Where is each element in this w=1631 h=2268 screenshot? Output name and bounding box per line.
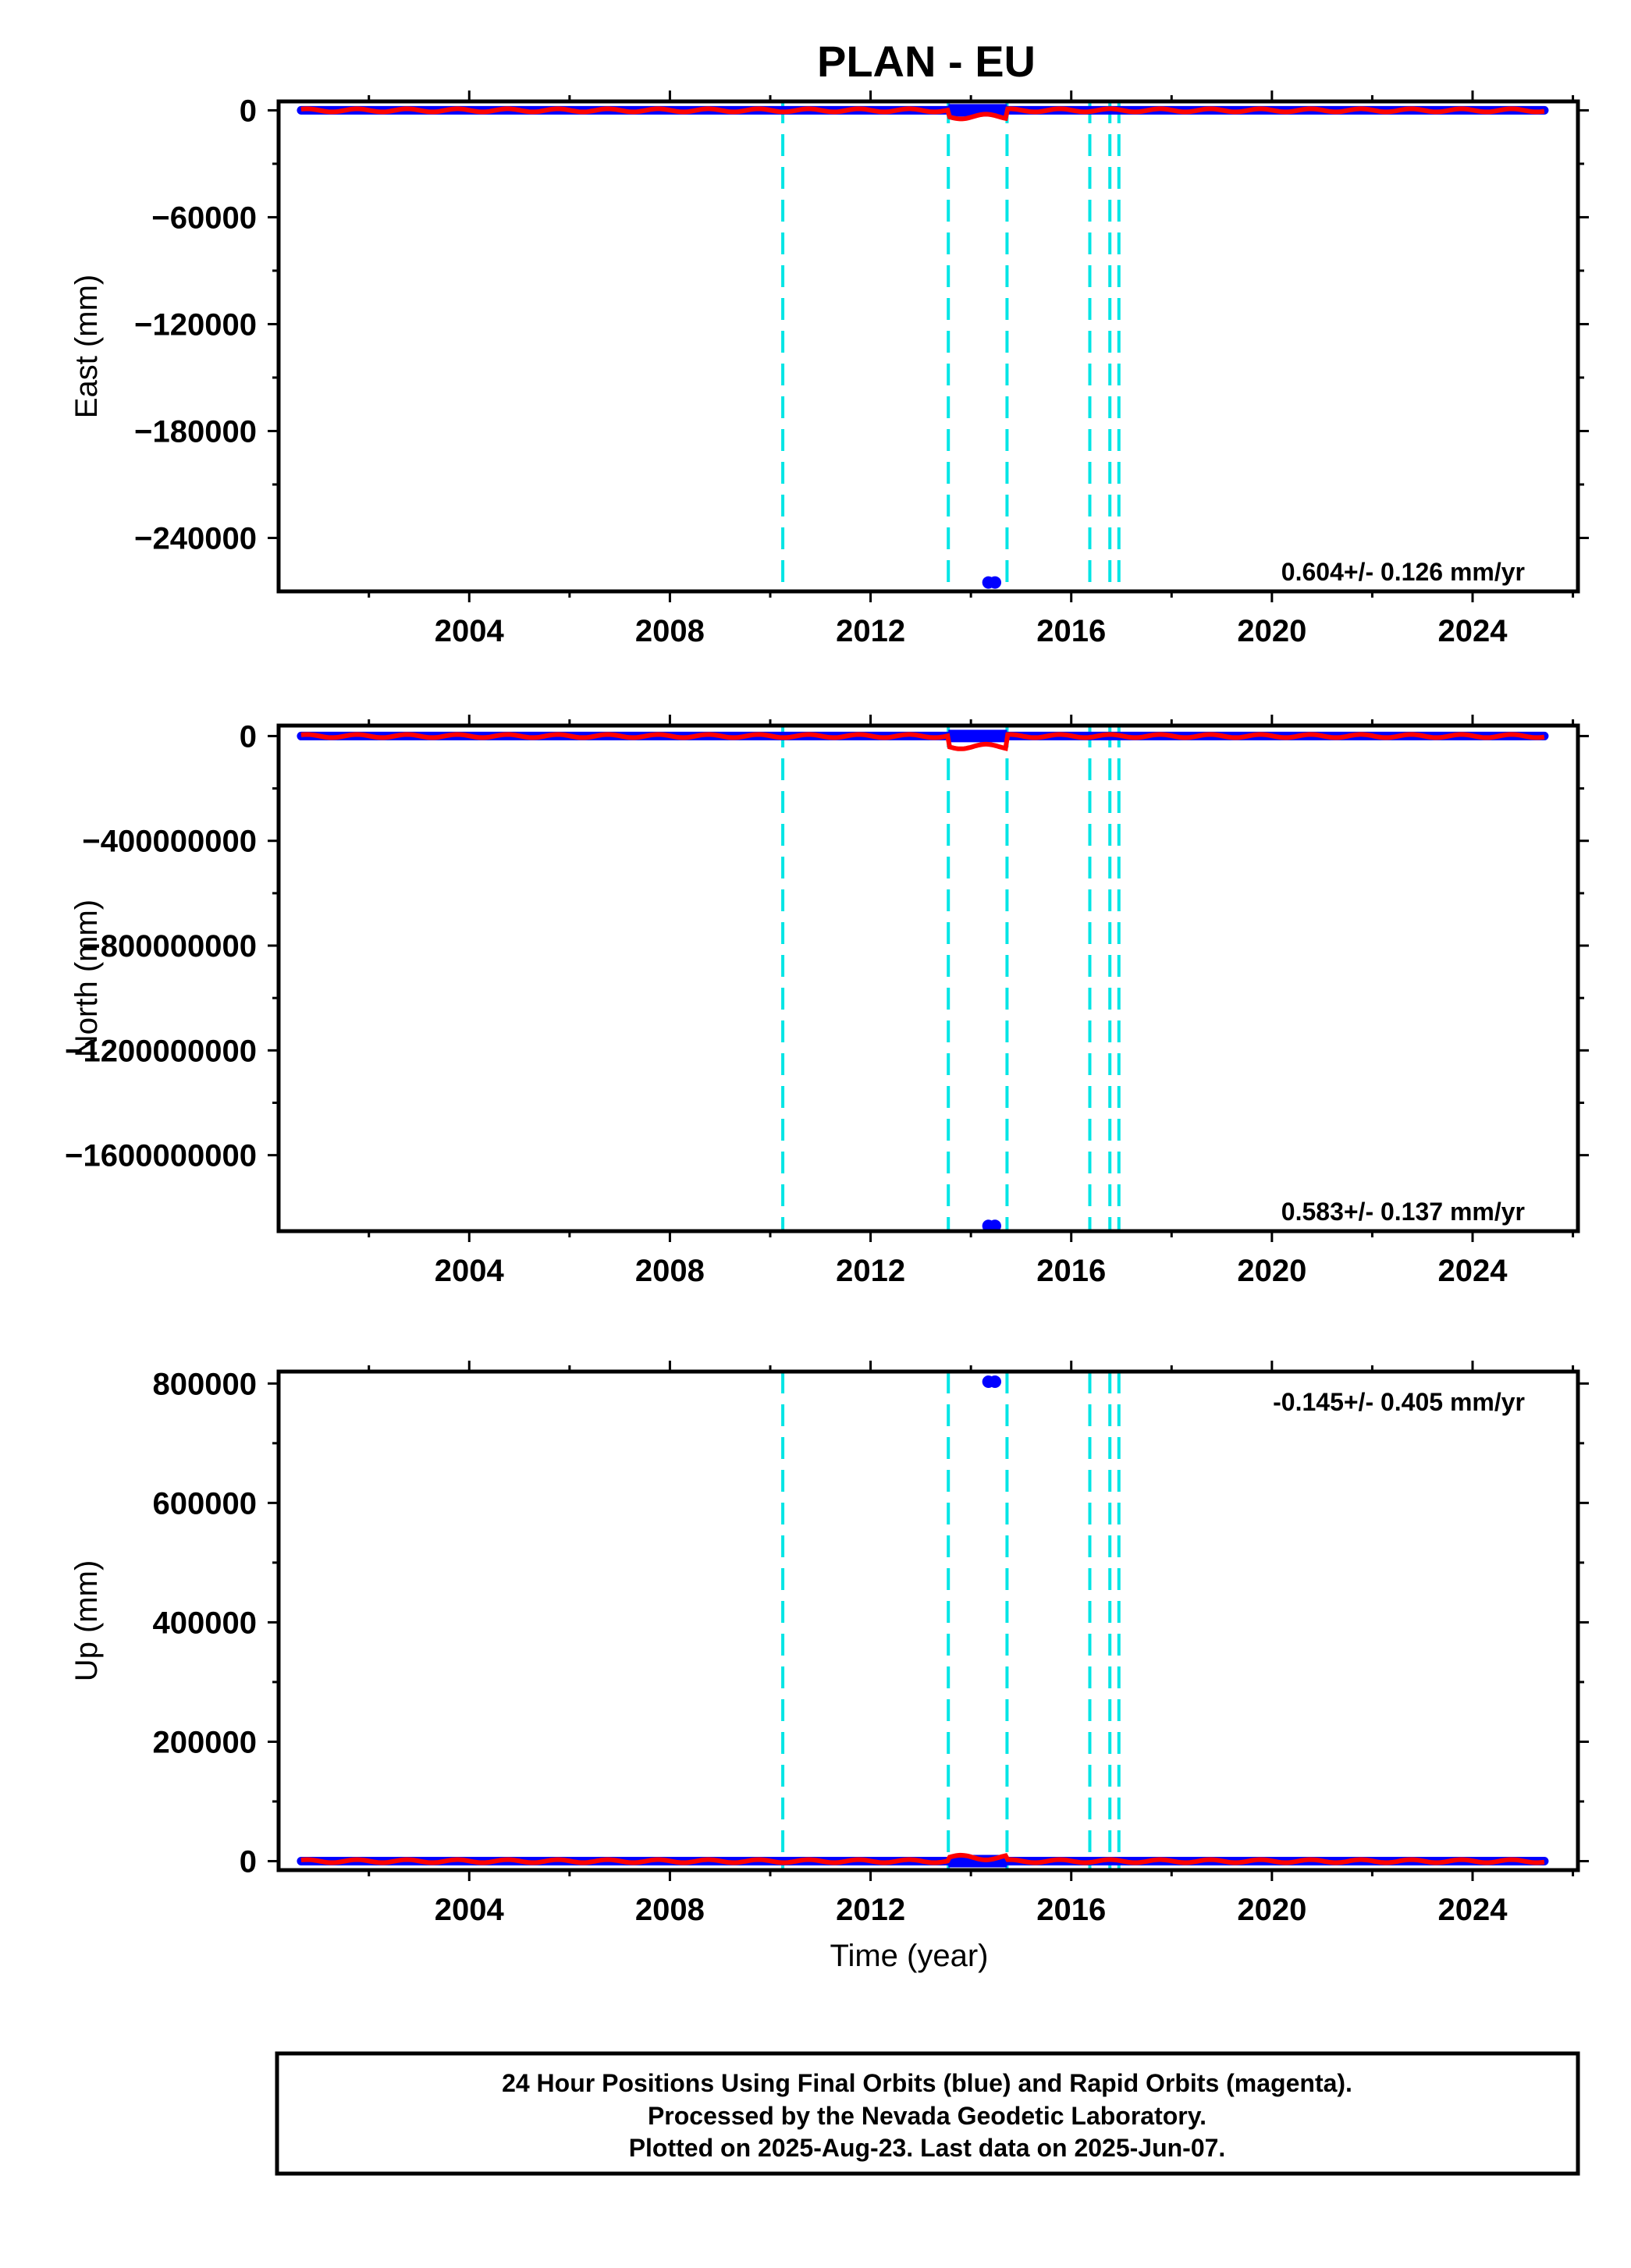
frame-north <box>276 723 1580 1233</box>
x-tick-label-up-2008: 2008 <box>635 1893 705 1927</box>
x-tick-label-up-2024: 2024 <box>1438 1893 1508 1927</box>
y-tick-label-up: 200000 <box>153 1725 257 1759</box>
x-tick-label-north-2004: 2004 <box>435 1254 505 1288</box>
x-tick-label-north-2016: 2016 <box>1036 1254 1106 1288</box>
outlier-point-north-2 <box>989 1219 1001 1231</box>
outlier-point-east-2 <box>989 576 1001 589</box>
outlier-point-up-2 <box>989 1375 1001 1389</box>
rate-annotation-east: 0.604+/- 0.126 mm/yr <box>1281 558 1525 586</box>
chart-title: PLAN - EU <box>817 37 1036 86</box>
x-tick-label-north-2008: 2008 <box>635 1254 705 1288</box>
y-tick-label-north: −1200000000 <box>65 1034 257 1068</box>
y-tick-label-up: 800000 <box>153 1367 257 1401</box>
series-model-north <box>300 732 1545 751</box>
footer-line-3: Plotted on 2025-Aug-23. Last data on 202… <box>629 2134 1226 2162</box>
y-tick-label-up: 400000 <box>153 1606 257 1640</box>
x-tick-label-north-2012: 2012 <box>836 1254 905 1288</box>
x-tick-label-up-2012: 2012 <box>836 1893 905 1927</box>
y-tick-label-east: 0 <box>240 94 257 128</box>
series-model-up <box>300 1852 1545 1865</box>
footer-line-1: 24 Hour Positions Using Final Orbits (bl… <box>502 2069 1352 2097</box>
x-tick-label-north-2024: 2024 <box>1438 1254 1508 1288</box>
footer-line-2: Processed by the Nevada Geodetic Laborat… <box>648 2102 1206 2130</box>
x-tick-label-up-2016: 2016 <box>1036 1893 1106 1927</box>
panel-north: 2004 2008 2012 2016 2020 2024 0 −400000000 −8000… <box>65 715 1589 1288</box>
y-tick-label-north: 0 <box>240 719 257 754</box>
plot-area-up <box>297 1372 1549 1870</box>
y-tick-label-east: −180000 <box>134 414 257 449</box>
x-tick-label-east-2008: 2008 <box>635 614 705 648</box>
panels: 2004 2008 2012 2016 2020 2024 0 −60000 −120000 −1… <box>65 91 1589 1927</box>
series-model-east <box>300 106 1545 122</box>
y-axis-label-east: East (mm) <box>69 275 104 418</box>
y-tick-label-north: −1600000000 <box>65 1139 257 1173</box>
y-tick-label-north: −400000000 <box>82 825 257 859</box>
plot-area-east <box>297 101 1549 591</box>
y-tick-label-up: 600000 <box>153 1486 257 1521</box>
y-tick-label-up: 0 <box>240 1845 257 1879</box>
y-axis-label-north: North (mm) <box>69 900 104 1057</box>
y-axis-label-up: Up (mm) <box>69 1560 104 1682</box>
x-tick-label-east-2020: 2020 <box>1237 614 1306 648</box>
x-tick-label-east-2024: 2024 <box>1438 614 1508 648</box>
x-tick-label-up-2020: 2020 <box>1237 1893 1306 1927</box>
y-tick-label-east: −60000 <box>151 201 257 235</box>
y-tick-label-north: −800000000 <box>82 929 257 964</box>
panel-up: 2004 2008 2012 2016 2020 2024 0 200000 400000 600… <box>69 1361 1589 1927</box>
footer-frame <box>275 2051 1580 2176</box>
footer-box: 24 Hour Positions Using Final Orbits (bl… <box>275 2051 1580 2176</box>
x-tick-label-north-2020: 2020 <box>1237 1254 1306 1288</box>
y-tick-label-east: −120000 <box>134 307 257 342</box>
y-tick-label-east: −240000 <box>134 521 257 555</box>
rate-annotation-up: -0.145+/- 0.405 mm/yr <box>1273 1388 1525 1416</box>
frame-east <box>276 99 1580 594</box>
frame-up <box>276 1369 1580 1872</box>
panel-east: 2004 2008 2012 2016 2020 2024 0 −60000 −120000 −1… <box>69 91 1589 648</box>
rate-annotation-north: 0.583+/- 0.137 mm/yr <box>1281 1198 1525 1226</box>
plot-area-north <box>297 726 1549 1231</box>
x-tick-label-east-2016: 2016 <box>1036 614 1106 648</box>
x-tick-label-east-2012: 2012 <box>836 614 905 648</box>
x-axis-label: Time (year) <box>830 1939 989 1973</box>
x-tick-label-east-2004: 2004 <box>435 614 505 648</box>
x-tick-label-up-2004: 2004 <box>435 1893 505 1927</box>
